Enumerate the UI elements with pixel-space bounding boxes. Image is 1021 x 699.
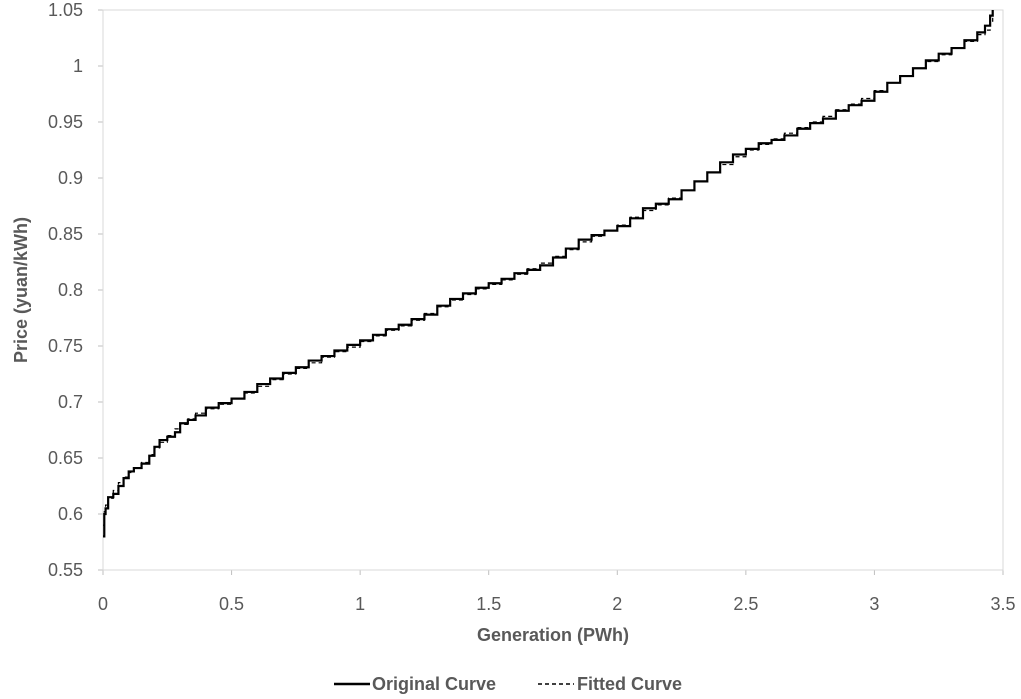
series-layer [103, 10, 994, 538]
y-tick-label: 0.9 [58, 168, 83, 188]
y-axis-ticks: 0.55 0.6 0.65 0.7 0.75 0.8 0.85 0.9 0.95 1 1.05 [48, 0, 103, 580]
y-tick-label: 0.75 [48, 336, 83, 356]
y-tick-label: 0.8 [58, 280, 83, 300]
y-tick-label: 0.7 [58, 392, 83, 412]
x-tick-label: 2.5 [733, 594, 758, 614]
legend-label-original: Original Curve [372, 674, 496, 694]
y-tick-label: 1 [73, 56, 83, 76]
plot-frame [102, 9, 1004, 571]
x-axis-title: Generation (PWh) [477, 625, 629, 645]
series-original-curve [103, 10, 994, 538]
y-tick-label: 0.85 [48, 224, 83, 244]
x-tick-label: 1 [355, 594, 365, 614]
y-tick-label: 0.65 [48, 448, 83, 468]
y-tick-label: 0.55 [48, 560, 83, 580]
x-tick-label: 0.5 [219, 594, 244, 614]
legend: Original Curve Fitted Curve [334, 674, 682, 694]
x-axis-ticks: 0 0.5 1 1.5 2 2.5 3 3.5 [98, 570, 1016, 614]
x-tick-label: 3 [869, 594, 879, 614]
y-tick-label: 0.6 [58, 504, 83, 524]
x-tick-label: 0 [98, 594, 108, 614]
y-tick-label: 0.95 [48, 112, 83, 132]
x-tick-label: 2 [612, 594, 622, 614]
legend-label-fitted: Fitted Curve [577, 674, 682, 694]
y-axis-title: Price (yuan/kWh) [11, 217, 31, 363]
x-tick-label: 1.5 [476, 594, 501, 614]
series-fitted-curve [103, 15, 994, 526]
y-tick-label: 1.05 [48, 0, 83, 20]
x-tick-label: 3.5 [990, 594, 1015, 614]
